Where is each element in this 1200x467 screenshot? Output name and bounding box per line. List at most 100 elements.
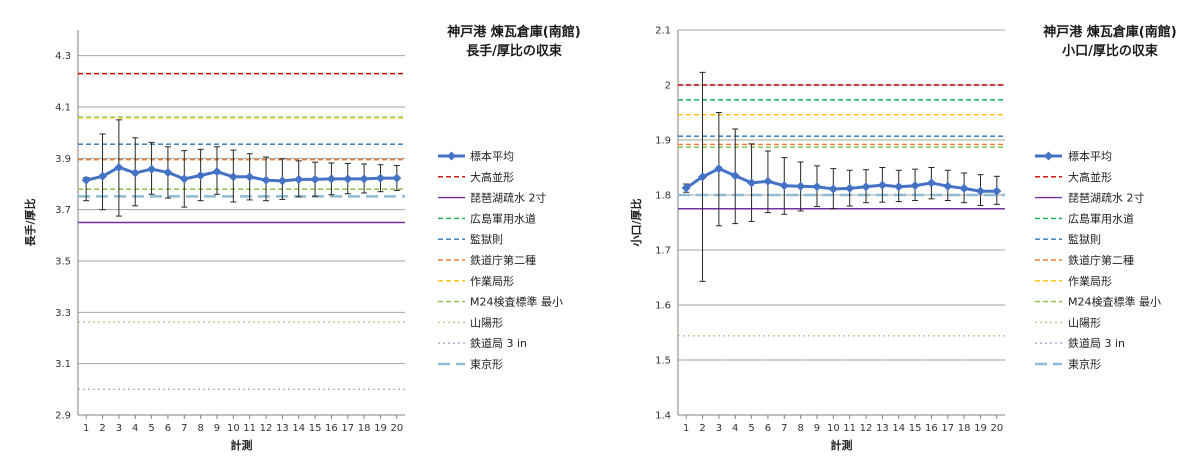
data-point xyxy=(277,176,287,186)
x-tick-label: 19 xyxy=(974,423,987,434)
data-point xyxy=(98,171,108,181)
y-tick-label: 2.1 xyxy=(655,26,671,37)
x-tick-label: 10 xyxy=(227,423,240,434)
y-tick-label: 4.3 xyxy=(55,51,71,62)
x-tick-label: 4 xyxy=(732,423,738,434)
x-tick-label: 15 xyxy=(909,423,922,434)
chart-subtitle: 長手/厚比の収束 xyxy=(466,43,563,59)
data-point xyxy=(359,174,369,184)
x-tick-label: 3 xyxy=(716,423,722,434)
data-point xyxy=(763,176,773,186)
data-point xyxy=(845,183,855,193)
legend-label: M24検査標準 最小 xyxy=(470,295,563,309)
x-axis-title: 計測 xyxy=(231,438,253,452)
chart-1: 2.93.13.33.53.73.94.14.31 2 3 4 5 6 7 8 9 10 11 12 1… xyxy=(23,24,581,452)
legend-label: 監獄則 xyxy=(1068,232,1101,246)
data-point xyxy=(959,183,969,193)
data-point xyxy=(796,181,806,191)
data-point xyxy=(147,164,157,174)
legend-marker xyxy=(1044,151,1053,161)
x-tick-label: 2 xyxy=(99,423,105,434)
x-tick-label: 7 xyxy=(181,423,187,434)
data-point xyxy=(245,172,255,182)
x-tick-label: 19 xyxy=(374,423,387,434)
x-tick-label: 14 xyxy=(292,423,305,434)
x-tick-label: 5 xyxy=(748,423,754,434)
x-tick-label: 2 xyxy=(699,423,705,434)
legend-label: 鉄道局 3 in xyxy=(470,336,527,350)
y-tick-label: 1.7 xyxy=(655,246,671,257)
data-point xyxy=(130,168,140,178)
data-point xyxy=(926,178,936,188)
y-tick-label: 1.5 xyxy=(655,356,671,367)
x-tick-label: 11 xyxy=(843,423,856,434)
y-tick-label: 2 xyxy=(665,81,671,92)
data-point xyxy=(910,181,920,191)
data-point xyxy=(196,171,206,181)
x-tick-label: 12 xyxy=(260,423,273,434)
y-axis-title: 長手/厚比 xyxy=(23,198,37,246)
data-point xyxy=(747,178,757,188)
x-tick-label: 14 xyxy=(892,423,905,434)
legend-label: 鉄道庁第二種 xyxy=(1068,253,1134,267)
data-point xyxy=(698,172,708,182)
data-point xyxy=(681,183,691,193)
legend-label: 琵琶湖疏水 2寸 xyxy=(470,191,547,205)
legend-label: 広島軍用水道 xyxy=(470,211,536,225)
data-point xyxy=(163,167,173,177)
x-tick-label: 17 xyxy=(941,423,954,434)
legend-label: 監獄則 xyxy=(470,232,503,246)
data-point xyxy=(179,174,189,184)
data-point xyxy=(714,164,724,174)
x-tick-label: 1 xyxy=(683,423,689,434)
legend-label: M24検査標準 最小 xyxy=(1068,295,1161,309)
x-tick-label: 20 xyxy=(390,423,403,434)
data-point xyxy=(212,167,222,177)
x-tick-label: 1 xyxy=(83,423,89,434)
data-point xyxy=(375,173,385,183)
data-point xyxy=(894,182,904,192)
x-tick-label: 17 xyxy=(341,423,354,434)
data-point xyxy=(812,182,822,192)
legend-label: 大高並形 xyxy=(1068,170,1112,184)
x-tick-label: 4 xyxy=(132,423,138,434)
y-tick-label: 1.4 xyxy=(655,411,671,422)
legend-label: 山陽形 xyxy=(1068,316,1101,329)
x-tick-label: 7 xyxy=(781,423,787,434)
legend-label: 鉄道庁第二種 xyxy=(470,253,536,267)
data-point xyxy=(294,174,304,184)
x-tick-label: 18 xyxy=(358,423,371,434)
chart-title: 神戸港 煉瓦倉庫(南館) xyxy=(447,24,580,40)
x-tick-label: 12 xyxy=(860,423,873,434)
data-point xyxy=(992,186,1002,196)
data-point xyxy=(975,186,985,196)
x-tick-label: 3 xyxy=(116,423,122,434)
legend-label: 東京形 xyxy=(470,357,503,371)
data-point xyxy=(779,181,789,191)
x-tick-label: 9 xyxy=(814,423,820,434)
x-tick-label: 13 xyxy=(276,423,289,434)
legend-marker xyxy=(447,151,456,161)
legend-label: 琵琶湖疏水 2寸 xyxy=(1068,191,1145,205)
y-tick-label: 3.7 xyxy=(55,205,71,216)
data-point xyxy=(114,162,124,172)
data-point xyxy=(828,184,838,194)
x-tick-label: 16 xyxy=(925,423,938,434)
x-tick-label: 8 xyxy=(197,423,203,434)
data-point xyxy=(310,174,320,184)
x-tick-label: 16 xyxy=(325,423,338,434)
y-tick-label: 1.8 xyxy=(655,191,671,202)
data-point xyxy=(326,174,336,184)
legend-label: 標本平均 xyxy=(1068,149,1112,163)
data-point xyxy=(261,175,271,185)
x-tick-label: 15 xyxy=(309,423,322,434)
chart-title: 神戸港 煉瓦倉庫(南館) xyxy=(1043,24,1176,40)
data-point xyxy=(943,181,953,191)
y-axis-title: 小口/厚比 xyxy=(629,198,643,247)
legend-label: 広島軍用水道 xyxy=(1068,211,1134,225)
chart-2: 1.41.51.61.71.81.922.11 2 3 4 5 6 7 8 9 10 11 12 13 1… xyxy=(629,24,1177,452)
y-tick-label: 2.9 xyxy=(55,411,71,422)
